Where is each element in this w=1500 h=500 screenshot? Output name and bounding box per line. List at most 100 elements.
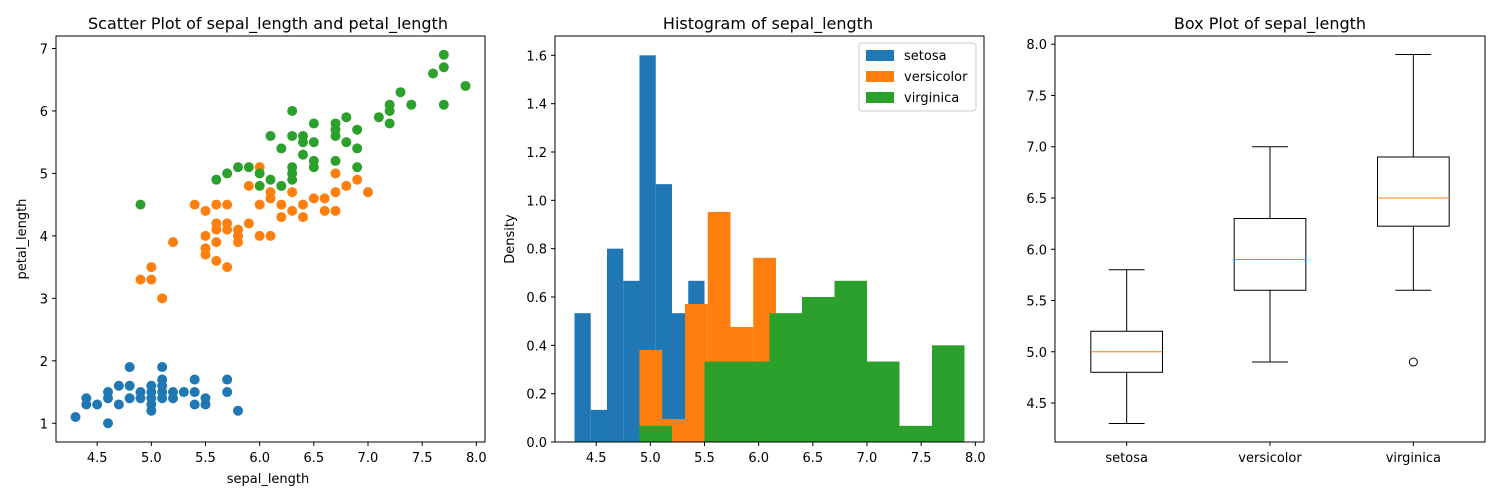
scatter-point xyxy=(254,230,265,241)
scatter-xtick-label: 7.0 xyxy=(358,451,379,466)
scatter-point xyxy=(319,193,330,204)
scatter-point xyxy=(103,387,113,398)
scatter-point xyxy=(211,218,222,229)
histogram-ytick-label: 0.4 xyxy=(526,339,547,354)
boxplot-ticks: setosa versicolor virginica 4.5 5.0 5.5 6.0 6.5… xyxy=(1026,38,1441,466)
histogram-ylabel: Density xyxy=(503,214,518,264)
scatter-point xyxy=(341,112,352,123)
boxplot-ytick-label: 5.0 xyxy=(1026,346,1047,361)
scatter-point xyxy=(157,293,168,304)
scatter-point xyxy=(406,99,417,110)
scatter-point xyxy=(189,399,200,410)
scatter-point xyxy=(222,199,233,210)
scatter-point xyxy=(298,130,308,141)
scatter-point xyxy=(428,68,438,79)
boxplot-xtick-label: setosa xyxy=(1105,451,1148,466)
scatter-point xyxy=(352,162,363,173)
histogram-bar-virginica xyxy=(769,313,802,442)
scatter-point xyxy=(352,143,363,154)
scatter-point xyxy=(308,118,319,129)
histogram-bar-virginica xyxy=(932,345,965,442)
scatter-point xyxy=(222,218,233,229)
scatter-xtick-label: 5.5 xyxy=(195,451,216,466)
scatter-point xyxy=(200,393,211,404)
scatter-point xyxy=(168,237,178,248)
boxplot-title: Box Plot of sepal_length xyxy=(1174,14,1366,34)
histogram-axes-frame xyxy=(554,35,985,443)
scatter-point xyxy=(276,180,287,191)
box-virginica xyxy=(1377,53,1450,367)
scatter-point xyxy=(341,137,352,148)
scatter-point xyxy=(233,162,243,173)
scatter-ytick-label: 5 xyxy=(40,167,48,182)
scatter-ytick-label: 1 xyxy=(40,417,48,432)
boxplot-ytick-label: 7.0 xyxy=(1026,141,1047,156)
boxplot-ytick-label: 6.0 xyxy=(1026,243,1047,258)
box-versicolor xyxy=(1233,146,1307,363)
scatter-xlabel: sepal_length xyxy=(227,472,310,487)
scatter-point xyxy=(211,199,222,210)
scatter-point xyxy=(189,374,200,385)
boxplot-xtick-label: versicolor xyxy=(1238,451,1302,466)
scatter-points xyxy=(70,49,471,429)
scatter-point xyxy=(254,199,265,210)
scatter-point xyxy=(211,255,222,266)
histogram-bar-setosa xyxy=(607,248,624,442)
scatter-ytick-label: 2 xyxy=(40,355,48,370)
scatter-point xyxy=(298,149,308,160)
histogram-bars xyxy=(574,55,965,442)
scatter-point xyxy=(265,187,276,198)
legend-swatch-versicolor xyxy=(866,71,894,82)
scatter-point xyxy=(189,199,200,210)
scatter-xtick-label: 5.0 xyxy=(141,451,162,466)
scatter-point xyxy=(395,87,406,98)
histogram-bar-virginica xyxy=(867,361,900,442)
scatter-point xyxy=(113,380,124,391)
boxplot-ytick-label: 6.5 xyxy=(1026,192,1047,207)
scatter-point xyxy=(287,187,298,198)
scatter-point xyxy=(363,187,373,198)
scatter-xtick-label: 6.5 xyxy=(303,451,324,466)
scatter-point xyxy=(222,168,233,179)
legend-label-setosa: setosa xyxy=(904,49,947,64)
scatter-point xyxy=(384,118,395,129)
boxplot-ytick-label: 4.5 xyxy=(1026,397,1047,412)
scatter-point xyxy=(276,199,287,210)
scatter-point xyxy=(265,130,276,141)
box-setosa xyxy=(1090,269,1164,425)
scatter-point xyxy=(124,393,135,404)
scatter-point xyxy=(168,387,178,398)
histogram-xtick-label: 8.0 xyxy=(965,451,986,466)
scatter-point xyxy=(81,393,92,404)
scatter-point xyxy=(319,205,330,216)
scatter-axes-frame xyxy=(55,35,486,443)
scatter-point xyxy=(352,124,363,135)
boxplot-xtick-label: virginica xyxy=(1386,451,1441,466)
scatter-point xyxy=(287,130,298,141)
scatter-point xyxy=(200,243,211,254)
scatter-point xyxy=(308,193,319,204)
histogram-bar-setosa xyxy=(623,280,640,442)
scatter-point xyxy=(287,162,298,173)
scatter-xtick-label: 6.0 xyxy=(249,451,270,466)
scatter-point xyxy=(211,174,222,185)
histogram-bar-versicolor xyxy=(639,349,663,442)
scatter-ticks: 4.5 5.0 5.5 6.0 6.5 7.0 7.5 8.0 1 2 3 4 5 6 7 xyxy=(40,42,487,466)
scatter-ylabel: petal_length xyxy=(15,199,30,280)
histogram-xtick-label: 6.5 xyxy=(802,451,823,466)
histogram-xtick-label: 5.0 xyxy=(640,451,661,466)
box-iqr xyxy=(1377,156,1450,227)
scatter-point xyxy=(330,187,341,198)
histogram-ytick-label: 0.6 xyxy=(526,291,547,306)
scatter-ytick-label: 7 xyxy=(40,42,48,57)
histogram-bar-setosa xyxy=(672,313,689,442)
scatter-point xyxy=(276,212,287,223)
scatter-point xyxy=(178,387,189,398)
histogram-bar-virginica xyxy=(737,361,770,442)
scatter-point xyxy=(222,387,233,398)
histogram-xtick-label: 7.0 xyxy=(857,451,878,466)
scatter-point xyxy=(438,99,449,110)
histogram-xtick-label: 4.5 xyxy=(586,451,607,466)
legend-label-versicolor: versicolor xyxy=(904,70,968,85)
scatter-point xyxy=(211,237,222,248)
